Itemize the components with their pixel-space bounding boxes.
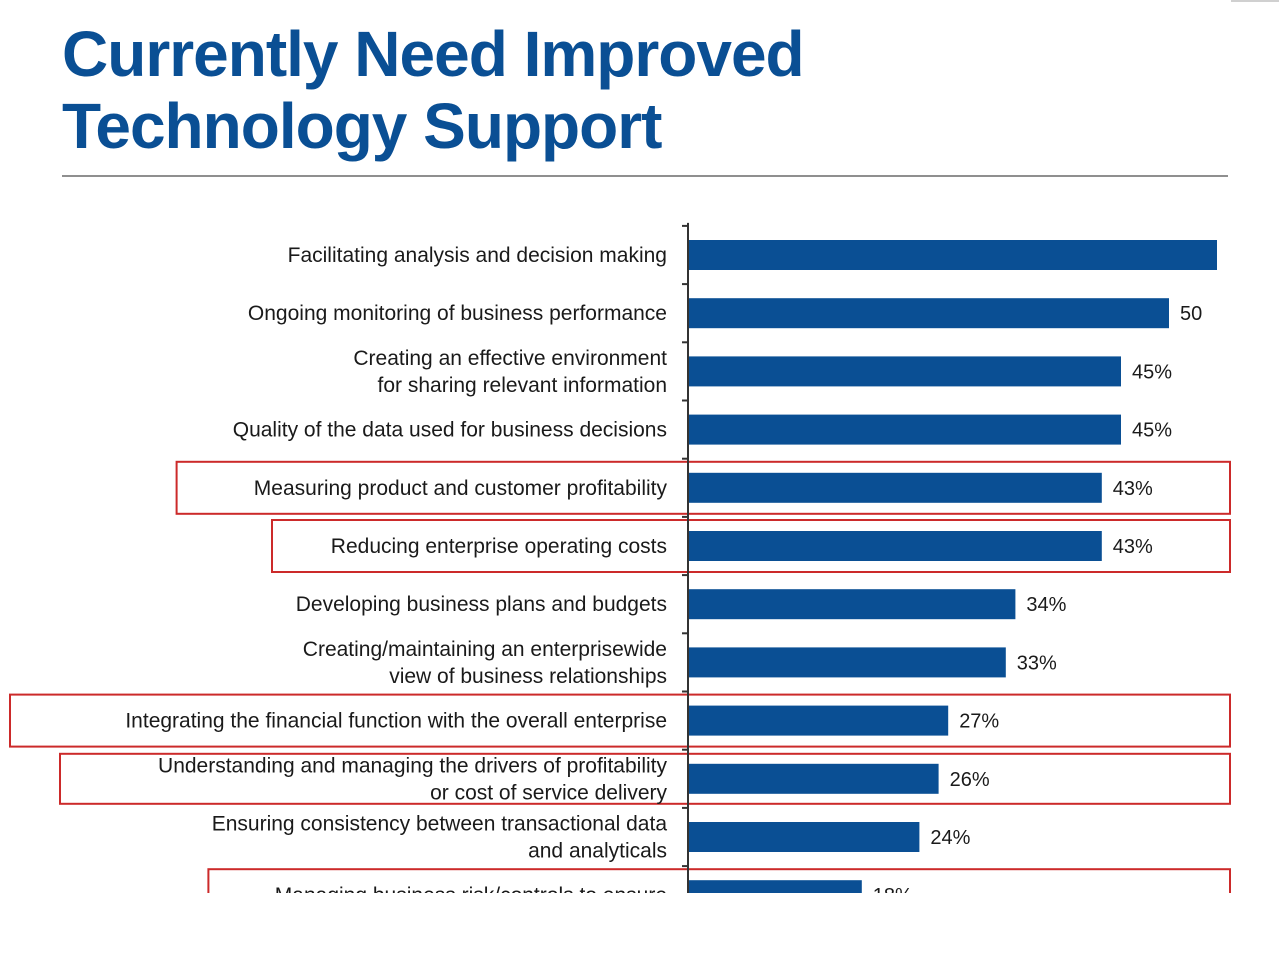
value-label: 45% (1132, 361, 1172, 383)
value-label: 33% (1017, 652, 1057, 674)
highlight-box (207, 868, 1231, 893)
category-label: Facilitating analysis and decision makin… (288, 244, 667, 267)
category-label-line: for sharing relevant information (378, 374, 667, 397)
category-label-line: Creating/maintaining an enterprisewide (303, 638, 667, 661)
value-label: 34% (1026, 594, 1066, 616)
bar (689, 356, 1121, 387)
category-label-line: Reducing enterprise operating costs (331, 535, 667, 558)
highlight-boxes (9, 460, 1232, 893)
category-label-line: Managing business risk/controls to ensur… (275, 884, 667, 893)
category-label: Ongoing monitoring of business performan… (248, 302, 667, 325)
value-label: 24% (930, 827, 970, 849)
category-label-line: Creating an effective environment (353, 347, 667, 370)
value-label: 26% (950, 769, 990, 791)
category-label-line: Ensuring consistency between transaction… (212, 813, 668, 836)
bar (689, 822, 920, 852)
bar-chart: Facilitating analysis and decision makin… (9, 222, 1232, 893)
highlight-box (9, 693, 1231, 748)
category-label: Creating an effective environment for sha… (353, 347, 667, 397)
bar (689, 240, 1217, 270)
category-label-line: Facilitating analysis and decision makin… (288, 244, 667, 267)
value-label: 27% (959, 711, 999, 733)
category-label: Ensuring consistency between transaction… (212, 813, 668, 863)
category-label: Measuring product and customer profitabi… (254, 477, 668, 500)
category-axis (682, 222, 689, 893)
bar (689, 298, 1169, 329)
bars (689, 240, 1217, 893)
slide-title-line-2: Technology Support (62, 90, 662, 162)
category-label-line: Understanding and managing the drivers o… (158, 754, 667, 777)
bar (689, 472, 1102, 503)
highlight-box (175, 460, 1232, 515)
value-label: 43% (1113, 478, 1153, 500)
category-labels: Facilitating analysis and decision makin… (125, 244, 667, 893)
category-label-line: or cost of service delivery (430, 781, 667, 804)
bar (689, 880, 862, 893)
category-label: Integrating the financial function with … (125, 710, 667, 733)
bar (689, 763, 939, 794)
value-label: 50 (1180, 303, 1202, 325)
category-label-line: view of business relationships (389, 665, 667, 688)
bar (689, 647, 1006, 678)
value-label: 43% (1113, 536, 1153, 558)
slide-title: Currently Need Improved Technology Suppo… (62, 18, 1162, 162)
value-label: 45% (1132, 420, 1172, 442)
category-label-line: Quality of the data used for business de… (233, 419, 667, 442)
category-label: Reducing enterprise operating costs (331, 535, 667, 558)
category-label-line: Measuring product and customer profitabi… (254, 477, 668, 500)
category-label: Quality of the data used for business de… (233, 419, 667, 442)
category-label: Managing business risk/controls to ensur… (275, 884, 667, 893)
highlight-box (271, 519, 1231, 573)
category-label: Understanding and managing the drivers o… (158, 754, 667, 804)
category-label-line: Ongoing monitoring of business performan… (248, 302, 667, 325)
bar (689, 531, 1102, 561)
value-labels: 50 45% 45% 43% 43% 34% 33% 27% 26% 24% 18% (873, 303, 1202, 893)
value-label: 18% (873, 885, 913, 893)
category-label-line: and analyticals (528, 840, 667, 863)
bar (689, 705, 949, 736)
category-label: Developing business plans and budgets (296, 593, 667, 616)
title-divider (62, 175, 1228, 177)
slide-title-line-1: Currently Need Improved (62, 18, 805, 90)
category-label: Creating/maintaining an enterprisewide vi… (303, 638, 667, 688)
category-label-line: Integrating the financial function with … (125, 710, 667, 733)
category-label-line: Developing business plans and budgets (296, 593, 667, 616)
highlight-box (59, 752, 1231, 805)
bar (689, 414, 1121, 445)
top-right-edge-mark (1231, 0, 1279, 2)
bar (689, 589, 1016, 620)
